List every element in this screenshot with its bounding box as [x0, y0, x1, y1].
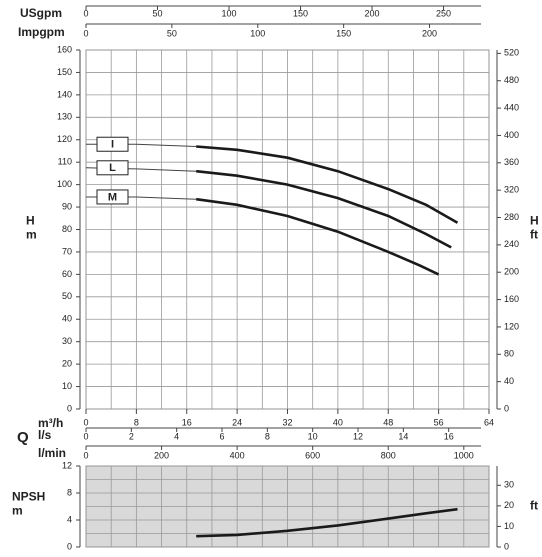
y-tick-label: 140: [57, 89, 72, 99]
y2-axis-label: H: [530, 214, 539, 228]
x-tick-label: 48: [383, 417, 393, 427]
y-tick-label: 90: [62, 201, 72, 211]
y2-tick-label: 40: [504, 376, 514, 386]
y2-tick-label: 0: [504, 403, 509, 413]
tick-label: 10: [308, 431, 318, 441]
tick-label: 0: [83, 8, 88, 18]
tick-label: 200: [365, 8, 380, 18]
y-tick-label: 40: [62, 314, 72, 324]
curve: [196, 169, 452, 249]
axis-label: l/min: [38, 446, 66, 460]
y2-tick-label: 280: [504, 212, 519, 222]
x-tick-label: 0: [83, 417, 88, 427]
y2-tick-label: 520: [504, 48, 519, 58]
curve-label-box: [96, 136, 129, 152]
tick-label: 16: [444, 431, 454, 441]
x-tick-label: 8: [134, 417, 139, 427]
tick-label: 100: [222, 8, 237, 18]
axis-label: USgpm: [20, 6, 62, 20]
axis-title: Q: [17, 429, 29, 446]
curve-label-box: [96, 189, 129, 205]
y-axis-label: m: [26, 228, 37, 242]
curve-label: M: [108, 191, 117, 203]
y-tick-label: 50: [62, 291, 72, 301]
tick-label: 100: [250, 28, 265, 38]
tick-label: 400: [230, 450, 245, 460]
tick-label: 250: [436, 8, 451, 18]
curve-label-box: [96, 160, 129, 176]
axis-label: l/s: [38, 428, 52, 442]
y2-tick-label: 10: [504, 521, 514, 531]
tick-label: 8: [265, 431, 270, 441]
y2-tick-label: 80: [504, 349, 514, 359]
tick-label: 600: [305, 450, 320, 460]
y2-tick-label: 360: [504, 157, 519, 167]
y-tick-label: 0: [67, 403, 72, 413]
tick-label: 12: [353, 431, 363, 441]
y2-axis-label: ft: [530, 499, 538, 513]
y-tick-label: 120: [57, 134, 72, 144]
axis-label: Impgpm: [18, 25, 65, 39]
curve: [196, 145, 459, 224]
y-tick-label: 130: [57, 112, 72, 122]
y-tick-label: 10: [62, 381, 72, 391]
tick-label: 50: [167, 28, 177, 38]
y-tick-label: 150: [57, 67, 72, 77]
y-tick-label: 12: [62, 460, 72, 470]
x-tick-label: 64: [484, 417, 494, 427]
tick-label: 0: [83, 431, 88, 441]
tick-label: 200: [422, 28, 437, 38]
curve-label: L: [109, 162, 116, 174]
tick-label: 2: [129, 431, 134, 441]
y2-tick-label: 120: [504, 321, 519, 331]
y-axis-label: NPSH: [12, 490, 45, 504]
y2-tick-label: 30: [504, 480, 514, 490]
tick-label: 800: [381, 450, 396, 460]
curve: [196, 507, 458, 538]
y2-tick-label: 20: [504, 500, 514, 510]
y-tick-label: 4: [67, 514, 72, 524]
tick-label: 200: [154, 450, 169, 460]
y2-tick-label: 400: [504, 130, 519, 140]
tick-label: 4: [174, 431, 179, 441]
y-axis-label: H: [26, 214, 35, 228]
y2-axis-label: ft: [530, 228, 538, 242]
y-tick-label: 20: [62, 359, 72, 369]
y2-tick-label: 240: [504, 239, 519, 249]
y-tick-label: 160: [57, 44, 72, 54]
y-tick-label: 110: [58, 157, 72, 167]
x-axis-label: m³/h: [38, 416, 63, 430]
y2-tick-label: 440: [504, 102, 519, 112]
y-tick-label: 70: [62, 246, 72, 256]
x-tick-label: 56: [434, 417, 444, 427]
y2-tick-label: 160: [504, 294, 519, 304]
y-tick-label: 60: [62, 269, 72, 279]
x-tick-label: 40: [333, 417, 343, 427]
tick-label: 0: [83, 28, 88, 38]
x-tick-label: 16: [182, 417, 192, 427]
curve: [196, 197, 440, 276]
x-tick-label: 32: [282, 417, 292, 427]
tick-label: 1000: [454, 450, 474, 460]
tick-label: 150: [293, 8, 308, 18]
y-axis-label: m: [12, 504, 23, 518]
tick-label: 0: [83, 450, 88, 460]
y-tick-label: 0: [67, 541, 72, 551]
y2-tick-label: 480: [504, 75, 519, 85]
tick-label: 150: [336, 28, 351, 38]
y-tick-label: 8: [67, 487, 72, 497]
y2-tick-label: 320: [504, 185, 519, 195]
tick-label: 6: [220, 431, 225, 441]
x-tick-label: 24: [232, 417, 242, 427]
curve-label: I: [111, 139, 114, 151]
tick-label: 14: [398, 431, 408, 441]
y-tick-label: 30: [62, 336, 72, 346]
y-tick-label: 80: [62, 224, 72, 234]
y2-tick-label: 200: [504, 267, 519, 277]
y2-tick-label: 0: [504, 541, 509, 551]
tick-label: 50: [153, 8, 163, 18]
y-tick-label: 100: [57, 179, 72, 189]
